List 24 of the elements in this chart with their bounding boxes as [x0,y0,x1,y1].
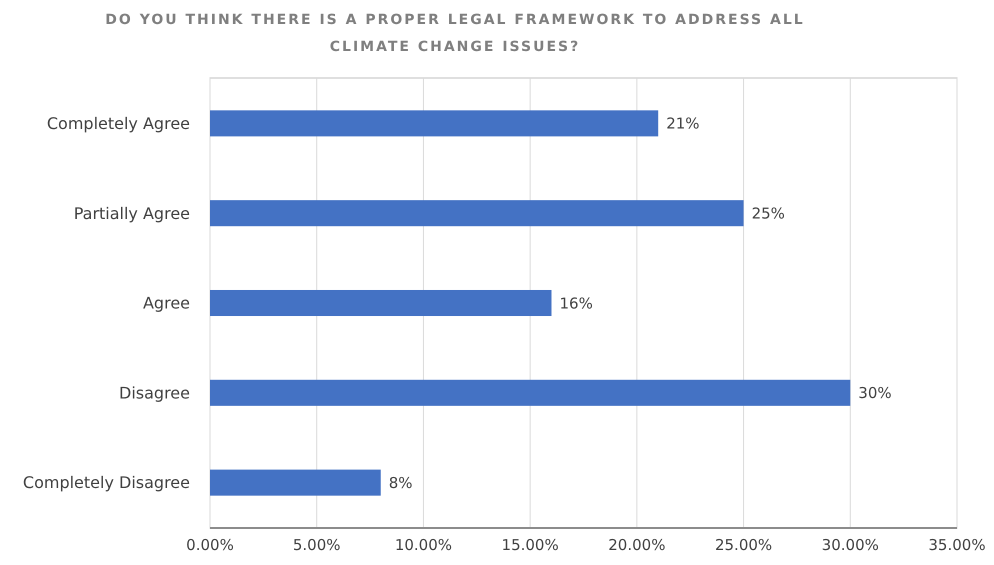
bar [210,470,381,496]
y-tick-label: Partially Agree [74,204,190,223]
bar [210,380,850,406]
y-tick-label: Agree [142,294,190,313]
data-label: 16% [559,294,593,312]
data-label: 21% [666,114,700,133]
data-label: 8% [388,474,413,492]
y-tick-label: Disagree [119,383,190,402]
x-tick-label: 15.00% [502,536,559,554]
bar [210,110,658,136]
x-tick-label: 5.00% [292,536,341,554]
data-label: 25% [752,204,785,222]
x-tick-label: 10.00% [394,536,452,554]
bar [210,200,744,226]
x-tick-label: 25.00% [714,536,772,554]
x-tick-label: 0.00% [186,536,234,554]
x-tick-label: 35.00% [928,536,986,554]
x-tick-label: 30.00% [822,536,879,554]
data-label: 30% [858,384,892,402]
y-tick-label: Completely Disagree [22,473,190,492]
chart-title: DO YOU THINK THERE IS A PROPER LEGAL FRAMEWORK TO ADDRESS ALL CLIMATE CHANGE ISSUES? [105,12,805,55]
y-tick-label: Completely Agree [46,114,190,133]
x-tick-label: 20.00% [608,536,666,554]
bar [210,290,552,316]
